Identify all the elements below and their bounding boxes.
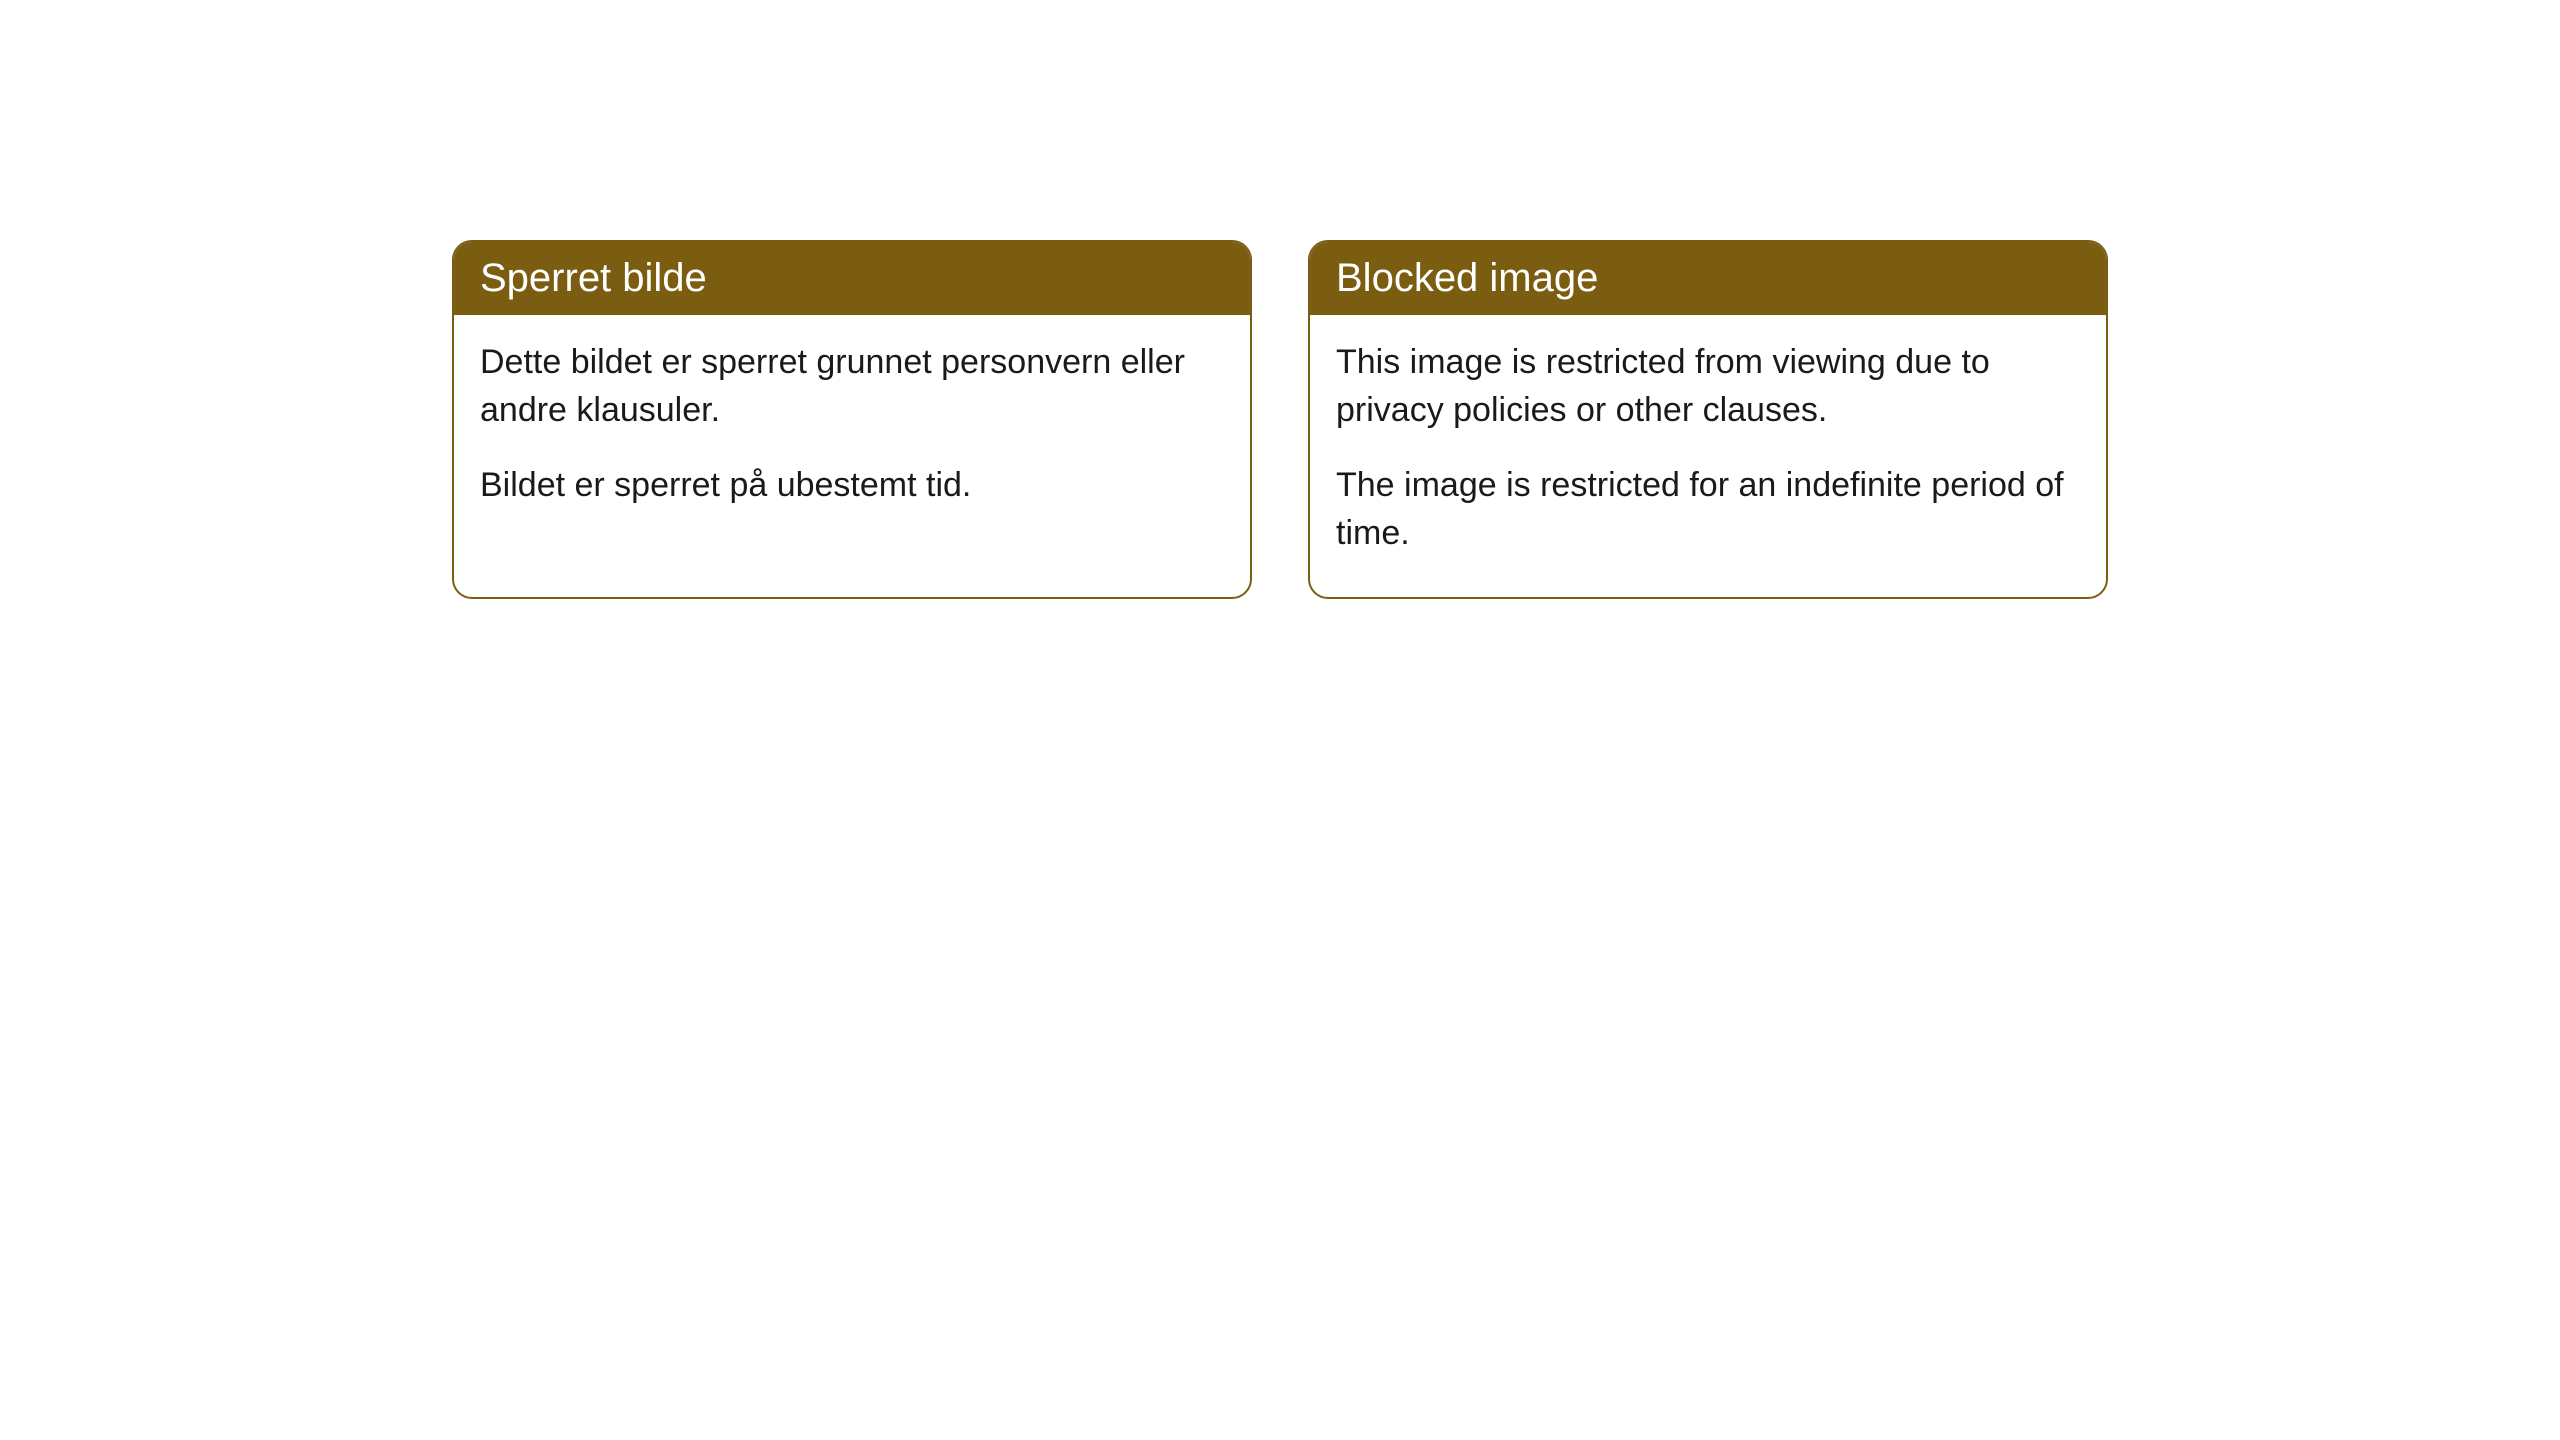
- card-paragraph-en-2: The image is restricted for an indefinit…: [1336, 462, 2080, 557]
- card-paragraph-en-1: This image is restricted from viewing du…: [1336, 339, 2080, 434]
- card-paragraph-no-1: Dette bildet er sperret grunnet personve…: [480, 339, 1224, 434]
- card-title-en: Blocked image: [1310, 242, 2106, 315]
- card-body-en: This image is restricted from viewing du…: [1310, 315, 2106, 597]
- card-body-no: Dette bildet er sperret grunnet personve…: [454, 315, 1250, 550]
- card-title-no: Sperret bilde: [454, 242, 1250, 315]
- card-paragraph-no-2: Bildet er sperret på ubestemt tid.: [480, 462, 1224, 510]
- blocked-image-card-en: Blocked image This image is restricted f…: [1308, 240, 2108, 599]
- blocked-image-card-no: Sperret bilde Dette bildet er sperret gr…: [452, 240, 1252, 599]
- notice-cards-container: Sperret bilde Dette bildet er sperret gr…: [0, 240, 2560, 599]
